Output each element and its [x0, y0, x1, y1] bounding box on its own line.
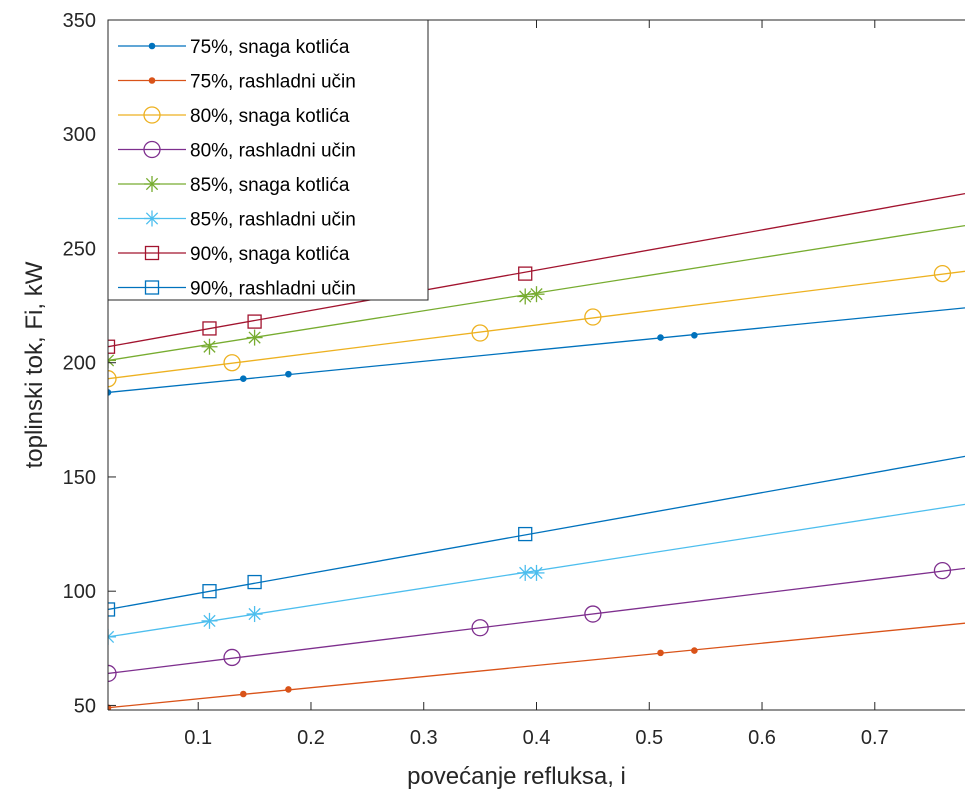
x-tick-label: 0.1	[184, 727, 212, 749]
asterisk-stroke	[108, 354, 115, 362]
legend-marker	[144, 210, 160, 227]
legend-marker	[144, 176, 160, 192]
data-point	[584, 605, 602, 623]
y-axis-label: toplinski tok, Fi, kW	[21, 261, 48, 468]
data-point	[517, 288, 534, 305]
legend-label: 75%, rashladni učin	[190, 72, 356, 93]
legend-marker	[143, 106, 161, 124]
data-point	[108, 389, 112, 396]
data-point	[657, 649, 664, 657]
data-point	[691, 331, 698, 339]
series-3	[108, 264, 965, 388]
data-point	[223, 648, 241, 667]
legend-label: 80%, rashladni učin	[190, 141, 356, 162]
series-7	[108, 193, 965, 354]
y-tick-label: 250	[63, 238, 96, 260]
legend-entry: 85%, rashladni učin	[118, 210, 356, 231]
legend-entry: 75%, rashladni učin	[118, 72, 356, 93]
series-5	[108, 224, 965, 369]
y-tick-label: 300	[63, 124, 96, 146]
data-point	[933, 561, 952, 580]
series-8	[108, 455, 965, 617]
series-line	[108, 622, 965, 709]
series-line	[108, 455, 965, 611]
data-point	[108, 352, 116, 369]
y-tick-label: 350	[63, 10, 96, 32]
series-line	[108, 307, 965, 394]
data-point	[518, 526, 533, 542]
data-point	[528, 286, 545, 303]
y-tick-label: 150	[63, 467, 96, 489]
legend-entry: 80%, rashladni učin	[118, 141, 356, 162]
data-point	[108, 664, 117, 683]
data-point	[240, 690, 247, 698]
series-4	[108, 561, 965, 683]
legend-marker	[144, 245, 160, 261]
data-point	[246, 606, 263, 623]
data-point	[202, 321, 217, 336]
series-layer	[108, 193, 965, 710]
y-tick-label: 200	[63, 353, 96, 375]
x-tick-label: 0.7	[861, 727, 889, 749]
legend-marker	[148, 42, 156, 50]
data-point	[584, 308, 602, 326]
series-1	[108, 307, 965, 396]
data-point	[201, 612, 218, 629]
data-point	[202, 584, 217, 599]
legend-marker	[144, 280, 160, 295]
asterisk-stroke	[108, 635, 115, 644]
legend-entry: 75%, snaga kotlića	[118, 37, 350, 58]
data-point	[240, 375, 247, 383]
x-tick-label: 0.6	[748, 727, 776, 749]
legend: 75%, snaga kotlića 75%, rashladni učin 80%…	[107, 19, 429, 301]
data-point	[108, 704, 112, 710]
x-tick-label: 0.3	[410, 727, 438, 749]
legend-marker	[148, 77, 156, 84]
legend-entry: 80%, snaga kotlića	[118, 106, 350, 127]
legend-label: 85%, rashladni učin	[190, 210, 356, 231]
x-tick-label: 0.2	[297, 727, 325, 749]
data-point	[247, 574, 262, 590]
data-point	[108, 370, 117, 388]
legend-label: 75%, snaga kotlića	[190, 37, 350, 58]
data-point	[247, 314, 262, 329]
data-point	[518, 266, 533, 281]
legend-label: 90%, snaga kotlića	[190, 244, 350, 265]
legend-label: 85%, snaga kotlića	[190, 175, 350, 196]
legend-entry: 90%, rashladni učin	[118, 279, 356, 300]
series-6	[108, 503, 965, 645]
data-point	[528, 564, 545, 581]
legend-entry: 85%, snaga kotlića	[118, 175, 350, 196]
series-line	[108, 270, 965, 380]
y-tick-label: 50	[74, 695, 96, 717]
data-point	[285, 370, 292, 378]
data-point	[108, 628, 116, 645]
data-point	[246, 329, 263, 346]
data-point	[108, 339, 116, 354]
legend-entry: 90%, snaga kotlića	[118, 244, 350, 265]
data-point	[691, 647, 698, 654]
legend-label: 90%, rashladni učin	[190, 279, 356, 300]
legend-label: 80%, snaga kotlića	[190, 106, 350, 127]
legend-marker	[143, 140, 161, 159]
asterisk-stroke	[108, 359, 115, 367]
asterisk-stroke	[108, 630, 115, 638]
series-line	[108, 567, 965, 675]
data-point	[471, 324, 489, 342]
series-2	[108, 622, 965, 710]
data-point	[657, 334, 664, 341]
x-tick-label: 0.5	[635, 727, 663, 749]
x-tick-label: 0.4	[523, 727, 551, 749]
data-point	[108, 602, 116, 617]
data-point	[223, 354, 241, 372]
series-line	[108, 193, 965, 348]
data-point	[933, 264, 952, 283]
data-point	[285, 686, 292, 693]
data-point	[471, 619, 489, 637]
y-tick-label: 100	[63, 581, 96, 603]
x-axis-label: povećanje refluksa, i	[407, 763, 626, 790]
data-point	[201, 338, 218, 355]
